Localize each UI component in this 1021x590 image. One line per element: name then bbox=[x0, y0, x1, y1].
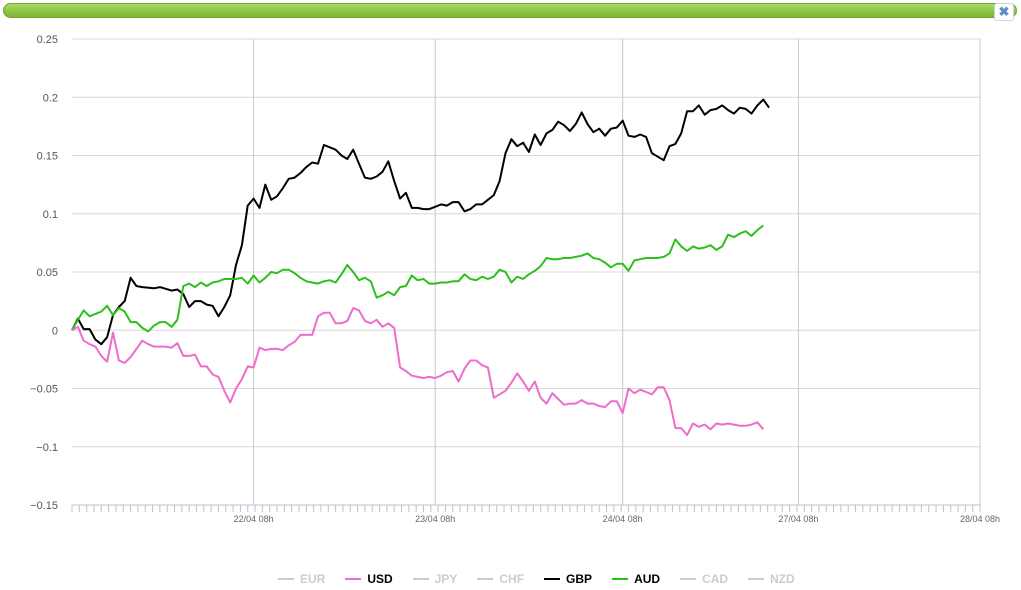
y-tick-label: 0.05 bbox=[37, 267, 58, 279]
series-line-gbp bbox=[71, 98, 770, 346]
legend-item-chf[interactable]: CHF bbox=[477, 572, 524, 586]
legend-swatch bbox=[544, 578, 561, 580]
legend-item-gbp[interactable]: GBP bbox=[544, 572, 592, 586]
legend-swatch bbox=[278, 578, 294, 580]
series-line-usd bbox=[71, 307, 765, 437]
x-tick-label: 23/04 08h bbox=[415, 514, 455, 524]
legend-label: GBP bbox=[566, 572, 593, 586]
x-tick-label: 22/04 08h bbox=[234, 514, 274, 524]
window-title-bar[interactable] bbox=[3, 3, 1017, 18]
legend-swatch bbox=[477, 578, 494, 580]
legend-label: JPY bbox=[434, 572, 458, 586]
y-tick-label: 0 bbox=[52, 325, 58, 337]
legend-item-nzd[interactable]: NZD bbox=[748, 572, 795, 586]
close-button[interactable]: ✖ bbox=[994, 3, 1014, 21]
legend-item-cad[interactable]: CAD bbox=[680, 572, 728, 586]
legend-label: CAD bbox=[702, 572, 729, 586]
legend-item-jpy[interactable]: JPY bbox=[412, 572, 458, 586]
currency-strength-chart: 0.25 0.2 0.15 0.1 0.05 0 −0.05 −0.1 −0.15 22/04 0… bbox=[30, 34, 1000, 524]
legend-swatch bbox=[345, 578, 362, 580]
x-tick-label: 27/04 08h bbox=[778, 514, 818, 524]
y-tick-label: 0.1 bbox=[43, 209, 58, 221]
legend-label: USD bbox=[367, 572, 393, 586]
legend-item-usd[interactable]: USD bbox=[345, 572, 393, 586]
x-tick-label: 24/04 08h bbox=[603, 514, 643, 524]
chart-legend: EUR USD JPY CHF GBP AUD CAD NZD bbox=[278, 571, 815, 587]
chart-panel: 0.25 0.2 0.15 0.1 0.05 0 −0.05 −0.1 −0.15 22/04 0… bbox=[20, 22, 1001, 590]
legend-label: NZD bbox=[770, 572, 795, 586]
legend-swatch bbox=[680, 578, 697, 580]
y-tick-label: 0.15 bbox=[37, 151, 58, 163]
legend-swatch bbox=[412, 578, 429, 580]
legend-label: EUR bbox=[300, 572, 326, 586]
y-tick-label: −0.15 bbox=[30, 500, 58, 512]
y-tick-label: −0.1 bbox=[36, 442, 58, 454]
legend-swatch bbox=[612, 578, 629, 580]
x-tick-label: 28/04 08h bbox=[960, 514, 1000, 524]
y-tick-label: 0.25 bbox=[37, 34, 58, 46]
y-tick-label: −0.05 bbox=[30, 384, 58, 396]
y-tick-label: 0.2 bbox=[43, 92, 58, 104]
close-icon: ✖ bbox=[998, 4, 1010, 19]
legend-label: CHF bbox=[499, 572, 525, 586]
legend-swatch bbox=[748, 578, 765, 580]
legend-item-aud[interactable]: AUD bbox=[612, 572, 660, 586]
series-line-aud bbox=[71, 224, 764, 333]
legend-label: AUD bbox=[634, 572, 661, 586]
legend-item-eur[interactable]: EUR bbox=[278, 572, 325, 586]
